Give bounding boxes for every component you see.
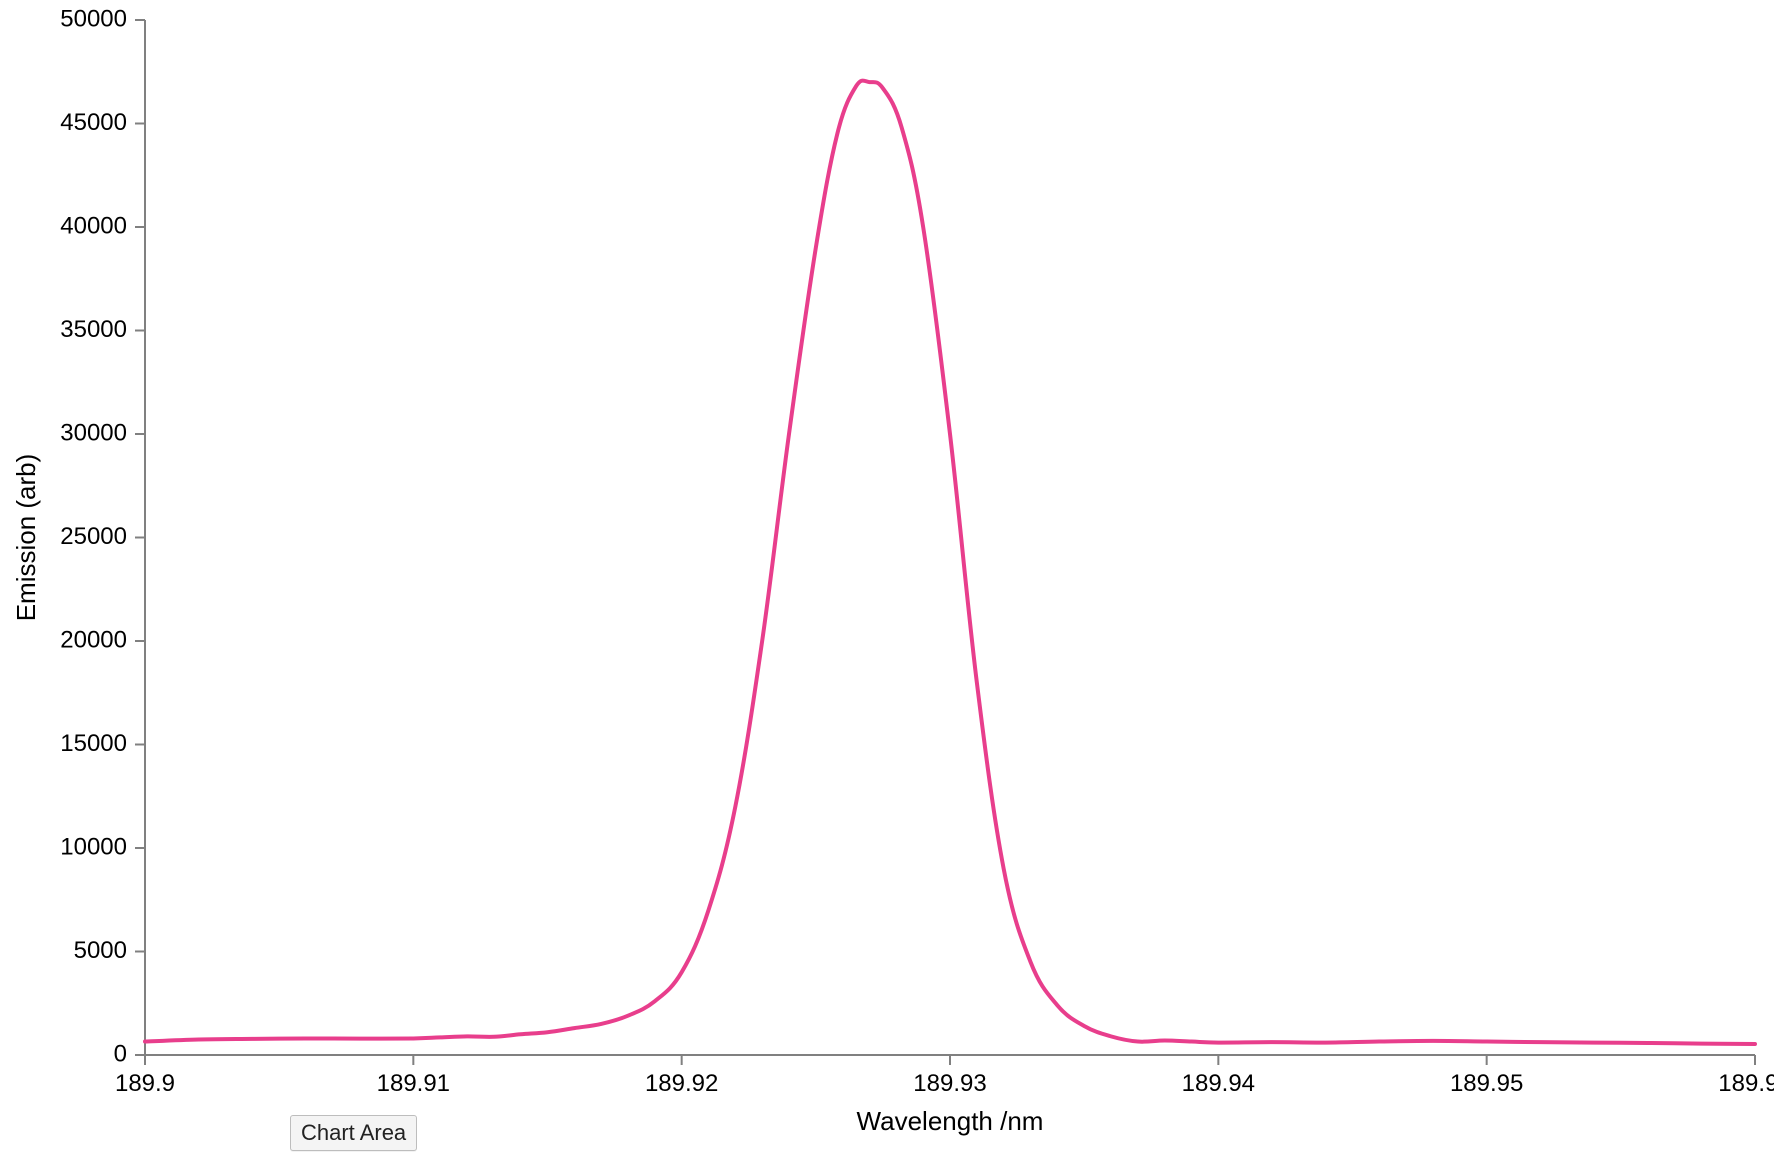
y-tick-label: 15000 [60, 730, 127, 757]
y-tick-label: 50000 [60, 5, 127, 32]
y-tick-label: 5000 [74, 937, 127, 964]
y-tick-label: 30000 [60, 419, 127, 446]
x-tick-label: 189.94 [1182, 1070, 1255, 1097]
y-tick-label: 25000 [60, 523, 127, 550]
y-tick-label: 40000 [60, 212, 127, 239]
x-tick-label: 189.9 [115, 1070, 175, 1097]
chart-wrapper: 0 5000 10000 15000 20000 25000 30000 35000 40000… [0, 0, 1774, 1158]
y-tick-label: 35000 [60, 316, 127, 343]
y-tick-label: 10000 [60, 833, 127, 860]
y-tick-label: 0 [114, 1040, 127, 1067]
x-tick-label: 189.96 [1718, 1070, 1774, 1097]
x-tick-label: 189.91 [377, 1070, 450, 1097]
y-tick-label: 20000 [60, 626, 127, 653]
chart-area-button[interactable]: Chart Area [290, 1115, 417, 1151]
x-tick-label: 189.93 [913, 1070, 986, 1097]
chart-background [0, 0, 1774, 1158]
emission-chart: 0 5000 10000 15000 20000 25000 30000 35000 40000… [0, 0, 1774, 1158]
chart-area-button-label: Chart Area [301, 1120, 406, 1145]
y-axis-label: Emission (arb) [11, 454, 41, 622]
x-tick-label: 189.92 [645, 1070, 718, 1097]
x-tick-label: 189.95 [1450, 1070, 1523, 1097]
y-tick-label: 45000 [60, 109, 127, 136]
x-axis-label: Wavelength /nm [857, 1106, 1044, 1136]
